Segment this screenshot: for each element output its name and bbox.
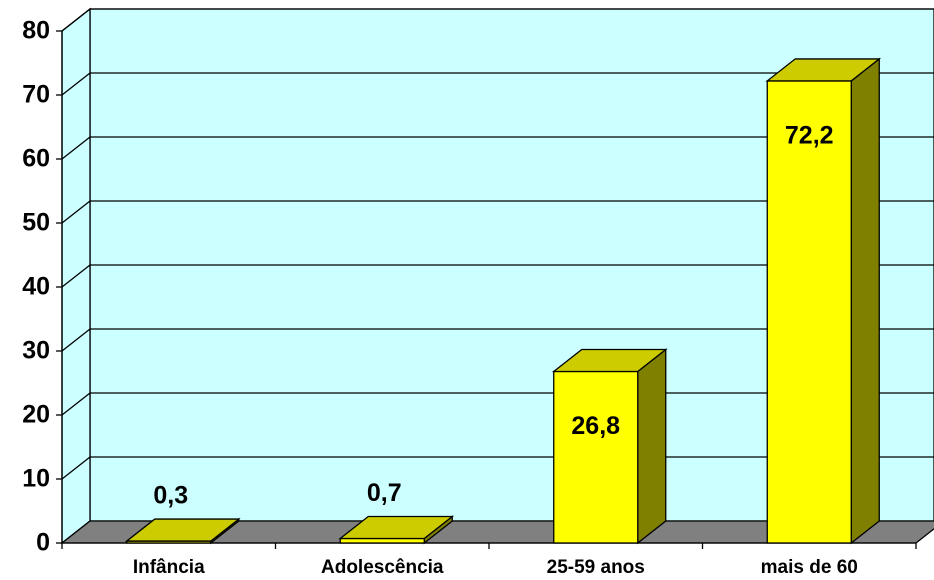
x-tick-label: Adolescência — [321, 557, 444, 578]
bar — [339, 537, 425, 544]
y-tick-label: 30 — [22, 337, 50, 365]
y-tick-label: 10 — [22, 465, 50, 493]
x-tick-label: mais de 60 — [761, 557, 858, 578]
y-tick-label: 20 — [22, 401, 50, 429]
value-label: 0,7 — [367, 479, 402, 507]
y-tick-label: 40 — [22, 273, 50, 301]
y-tick-label: 70 — [22, 81, 50, 109]
bar — [553, 370, 639, 544]
value-label: 0,3 — [153, 482, 188, 510]
bar-side — [850, 57, 880, 545]
y-tick-label: 80 — [22, 17, 50, 45]
grid-line — [61, 456, 91, 480]
grid-line — [61, 72, 91, 96]
bar-top — [765, 58, 882, 82]
grid-line — [61, 264, 91, 288]
y-tick-label: 60 — [22, 145, 50, 173]
bar-top — [124, 518, 241, 542]
bar — [766, 80, 852, 544]
y-tick-label: 50 — [22, 209, 50, 237]
grid-line — [61, 392, 91, 416]
y-tick-label: 0 — [36, 529, 50, 557]
grid-line — [61, 8, 91, 32]
bar-top — [338, 515, 455, 540]
bar-top — [551, 348, 668, 373]
value-label: 26,8 — [571, 412, 620, 440]
grid-line — [61, 136, 91, 160]
grid-line — [61, 200, 91, 224]
x-tick-label: 25-59 anos — [547, 557, 645, 578]
grid-line — [61, 328, 91, 352]
value-label: 72,2 — [785, 122, 834, 150]
bar-side — [637, 348, 667, 545]
x-tick-label: Infância — [133, 557, 205, 578]
